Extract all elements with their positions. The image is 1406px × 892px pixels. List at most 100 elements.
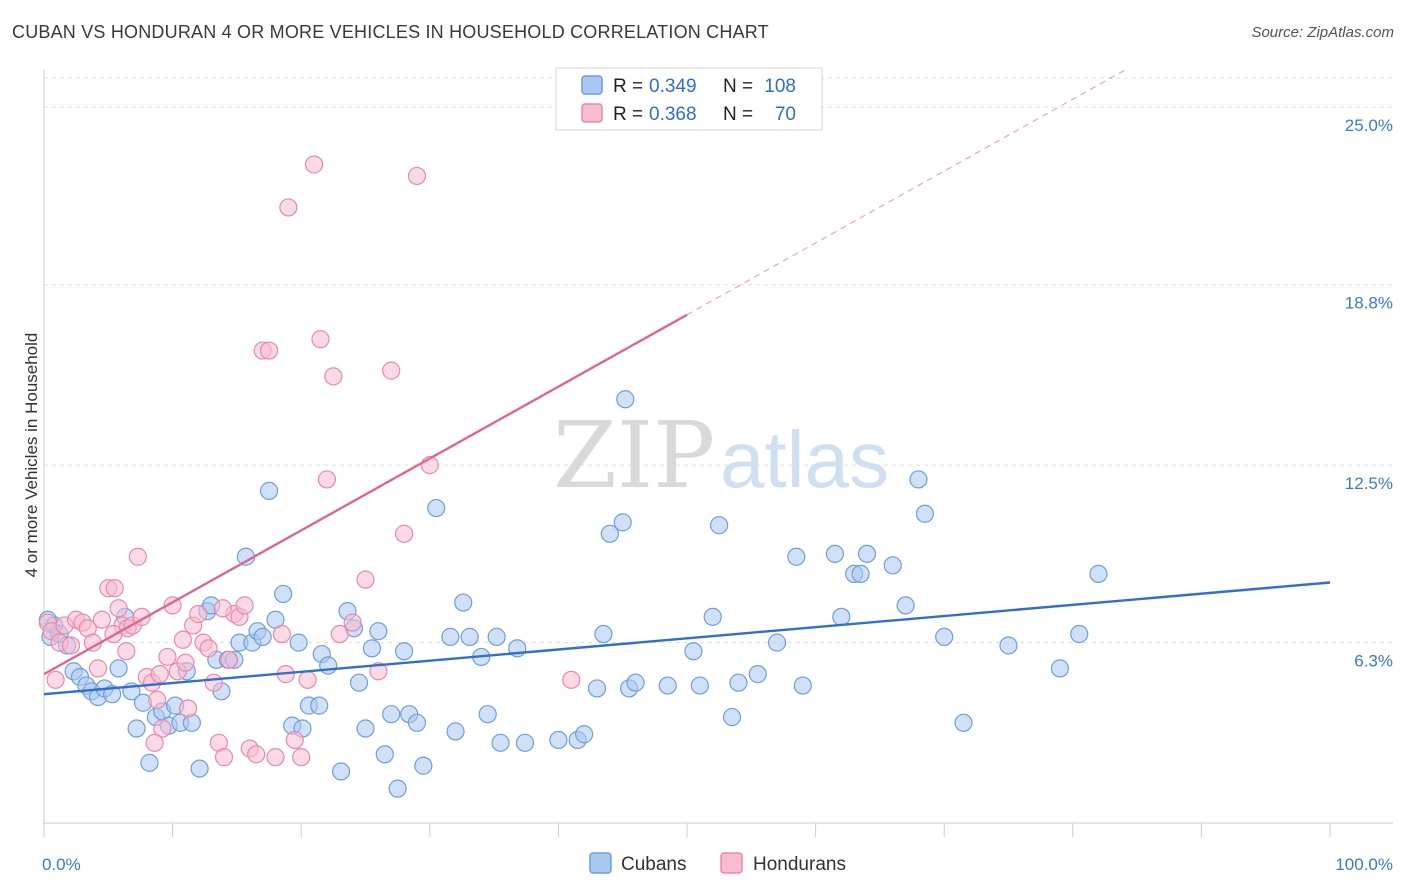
trend-line-hondurans: [43, 313, 688, 676]
point-hondurans-52: [317, 470, 337, 489]
point-cubans-88: [748, 665, 767, 684]
point-hondurans-50: [304, 155, 324, 174]
point-hondurans-33: [204, 673, 223, 692]
point-cubans-59: [407, 713, 427, 732]
point-hondurans-45: [272, 624, 292, 644]
point-hondurans-65: [176, 653, 195, 672]
point-cubans-91: [793, 676, 812, 695]
point-hondurans-55: [343, 613, 362, 632]
point-hondurans-49: [298, 670, 317, 689]
trend-line-cubans: [43, 581, 1331, 696]
legend-swatch-hondurans: [720, 852, 743, 874]
point-cubans-15: [127, 719, 146, 738]
point-cubans-37: [259, 481, 279, 500]
point-cubans-89: [767, 633, 787, 652]
stats-n-value-cubans: 108: [764, 76, 796, 97]
point-hondurans-56: [356, 570, 375, 589]
point-hondurans-60: [407, 166, 427, 186]
point-cubans-71: [515, 733, 535, 752]
point-cubans-90: [787, 547, 806, 566]
point-cubans-63: [446, 722, 465, 741]
point-cubans-86: [722, 707, 742, 727]
y-tick-label-3: 25.0%: [1345, 116, 1393, 135]
point-hondurans-67: [145, 733, 164, 752]
point-cubans-76: [594, 624, 613, 644]
point-hondurans-11: [92, 610, 111, 629]
point-hondurans-54: [330, 624, 349, 644]
point-cubans-98: [896, 596, 915, 615]
point-hondurans-43: [259, 341, 279, 360]
point-hondurans-62: [562, 670, 581, 689]
y-tick-label-2: 18.8%: [1345, 294, 1393, 313]
point-hondurans-58: [382, 361, 401, 380]
point-cubans-39: [274, 584, 293, 604]
point-hondurans-30: [189, 604, 208, 624]
point-hondurans-47: [285, 730, 304, 750]
point-hondurans-18: [128, 547, 147, 566]
point-cubans-47: [331, 762, 351, 781]
point-cubans-103: [999, 636, 1018, 655]
point-hondurans-41: [247, 745, 266, 764]
x-tick-label-min: 0.0%: [42, 855, 81, 874]
point-cubans-17: [140, 753, 159, 772]
point-hondurans-10: [88, 659, 108, 678]
point-cubans-50: [349, 673, 369, 692]
point-cubans-51: [356, 719, 375, 738]
point-cubans-54: [375, 745, 394, 764]
point-hondurans-63: [117, 642, 136, 661]
point-hondurans-59: [394, 524, 414, 543]
point-cubans-99: [909, 470, 928, 489]
point-cubans-46: [319, 656, 338, 675]
trend-lines: [43, 69, 1331, 696]
point-cubans-83: [690, 676, 709, 695]
legend: Cubans Hondurans: [589, 852, 846, 875]
point-cubans-85: [710, 516, 729, 535]
legend-label-cubans: Cubans: [621, 854, 687, 875]
stats-swatch-cubans: [581, 75, 603, 95]
point-cubans-69: [491, 733, 510, 752]
chart-source: Source: ZipAtlas.com: [1251, 24, 1394, 41]
watermark-zip: ZIP: [553, 402, 715, 509]
point-cubans-72: [549, 730, 568, 750]
chart-title: CUBAN VS HONDURAN 4 OR MORE VEHICLES IN …: [12, 22, 769, 42]
point-cubans-36: [253, 627, 272, 646]
point-hondurans-39: [235, 596, 254, 615]
point-cubans-84: [703, 607, 722, 626]
axes: [43, 70, 1393, 837]
point-cubans-44: [310, 696, 329, 715]
point-cubans-53: [369, 622, 388, 641]
point-hondurans-32: [199, 639, 218, 658]
point-hondurans-5: [61, 636, 81, 655]
point-cubans-105: [1070, 624, 1089, 644]
point-hondurans-14: [109, 599, 128, 618]
point-cubans-62: [441, 627, 460, 646]
point-hondurans-23: [153, 719, 172, 738]
trend-line-hondurans-extension: [686, 69, 1126, 316]
legend-label-hondurans: Hondurans: [753, 854, 846, 875]
point-hondurans-22: [148, 690, 167, 709]
point-hondurans-13: [105, 579, 124, 598]
point-cubans-77: [600, 524, 619, 543]
watermark-atlas: atlas: [720, 415, 889, 504]
point-cubans-97: [883, 556, 902, 575]
y-axis-label: 4 or more Vehicles in Household: [22, 333, 41, 578]
y-tick-labels: 6.3% 12.5% 18.8% 25.0%: [1345, 116, 1393, 670]
stats-r-value-hondurans: 0.368: [649, 104, 697, 125]
stats-n-label-cubans: N =: [723, 76, 753, 97]
point-cubans-60: [414, 756, 433, 775]
point-cubans-25: [190, 759, 209, 778]
point-cubans-74: [575, 725, 594, 744]
point-hondurans-57: [369, 662, 388, 681]
stats-n-value-hondurans: 70: [775, 104, 796, 125]
point-cubans-100: [915, 504, 935, 523]
stats-r-label-cubans: R =: [613, 76, 643, 97]
point-cubans-104: [1050, 659, 1070, 678]
point-hondurans-64: [150, 665, 169, 684]
y-tick-label-1: 12.5%: [1345, 474, 1393, 493]
point-cubans-75: [587, 679, 607, 698]
point-hondurans-53: [324, 367, 343, 386]
point-cubans-93: [832, 607, 851, 626]
point-cubans-68: [487, 627, 506, 646]
watermark: ZIP atlas: [553, 402, 889, 509]
